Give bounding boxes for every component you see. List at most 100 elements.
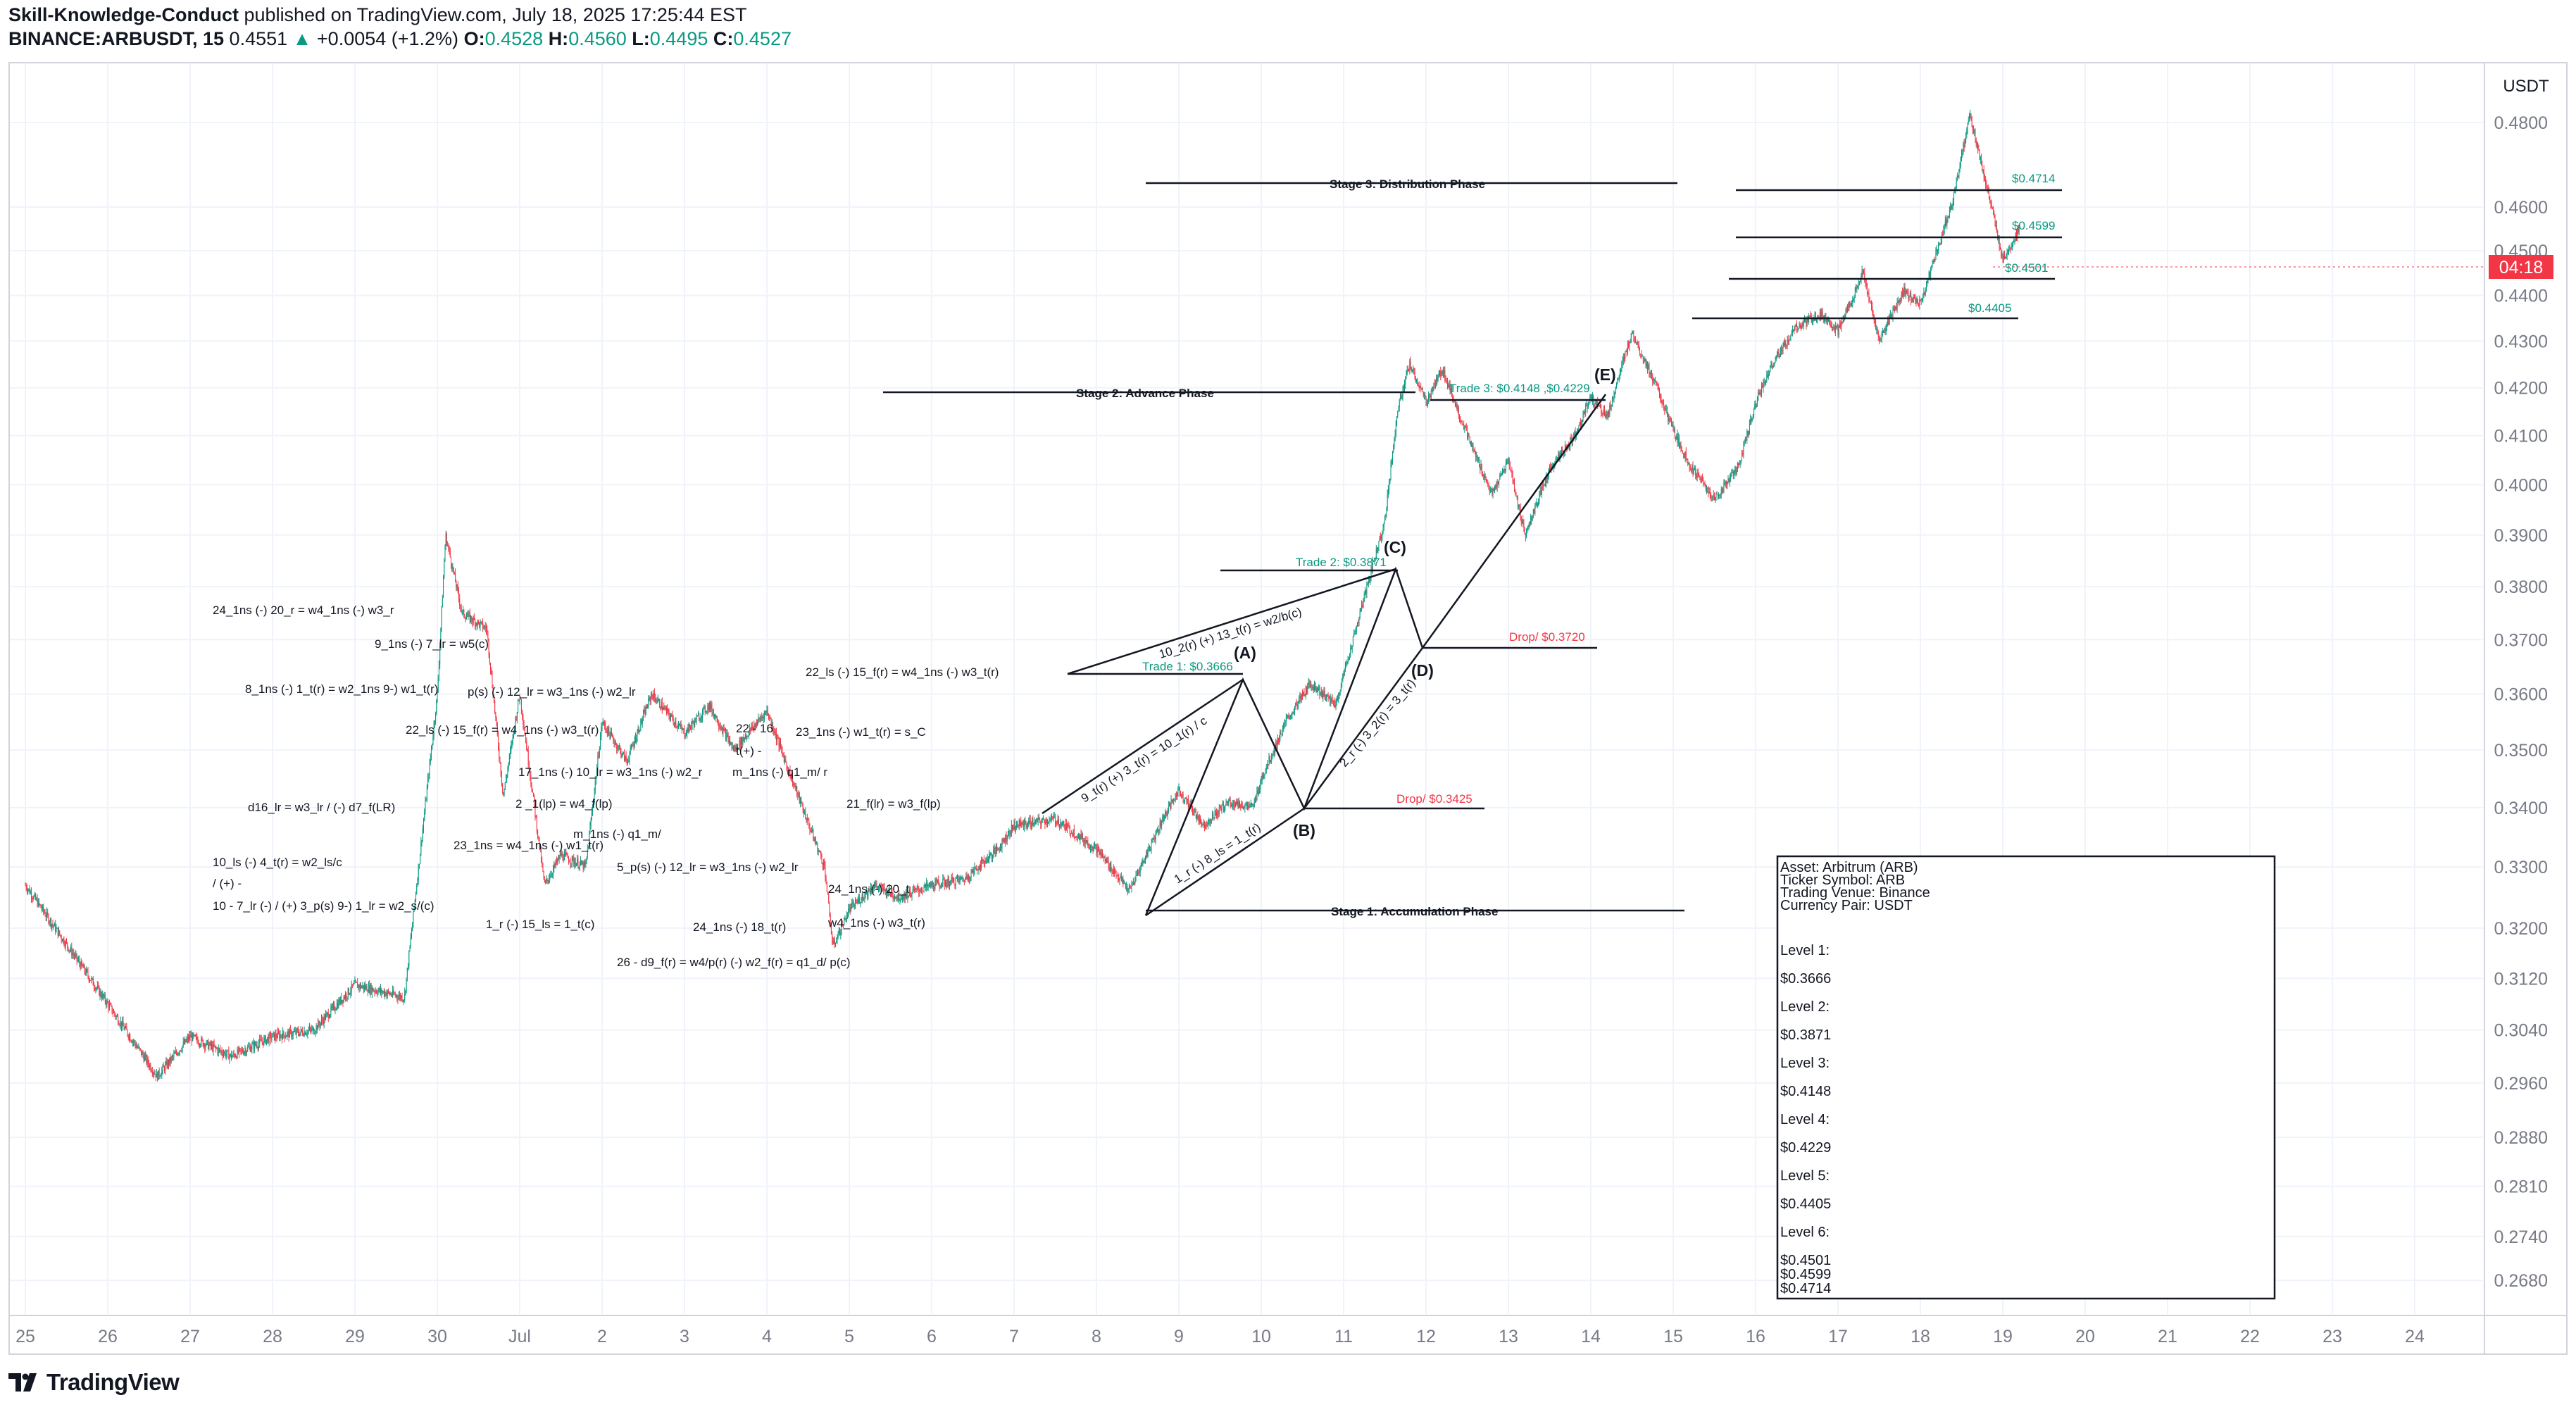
candle-body bbox=[502, 783, 504, 792]
candle-body bbox=[558, 856, 560, 859]
candle-body bbox=[2017, 229, 2018, 237]
candle-body bbox=[1142, 860, 1144, 865]
candle-body bbox=[1113, 868, 1114, 874]
wave-line-5[interactable] bbox=[1421, 394, 1607, 649]
low-label: L: bbox=[632, 28, 650, 49]
candle-body bbox=[1351, 646, 1353, 649]
candle-body bbox=[1287, 715, 1289, 718]
candle-body bbox=[809, 825, 811, 831]
candle-body bbox=[1628, 343, 1630, 347]
candle-body bbox=[1542, 486, 1544, 487]
candle-body bbox=[781, 746, 782, 749]
candle-body bbox=[338, 1000, 339, 1008]
candle-body bbox=[1634, 339, 1636, 343]
candle-body bbox=[1163, 815, 1165, 821]
candle-body bbox=[1798, 328, 1799, 330]
candle-body bbox=[561, 853, 563, 856]
candle-body bbox=[703, 707, 704, 711]
info-box[interactable]: Asset: Arbitrum (ARB) Ticker Symbol: ARB… bbox=[1776, 855, 2276, 1300]
wave-line-3[interactable] bbox=[1145, 807, 1305, 917]
candle-body bbox=[1856, 286, 1858, 289]
candle-body bbox=[525, 735, 527, 742]
candle-body bbox=[2003, 255, 2005, 258]
candle-body bbox=[648, 698, 649, 707]
candle-body bbox=[1205, 825, 1206, 829]
candle-body bbox=[627, 761, 629, 763]
candle-body bbox=[852, 901, 854, 903]
candle-body bbox=[1703, 482, 1705, 484]
candle-body bbox=[145, 1055, 146, 1056]
candle-body bbox=[1840, 323, 1842, 327]
candle-body bbox=[1326, 694, 1327, 701]
candle-body bbox=[347, 988, 349, 997]
candle-body bbox=[1163, 815, 1164, 821]
brand-name[interactable]: TradingView bbox=[46, 1369, 180, 1395]
wave-line-2[interactable] bbox=[1042, 678, 1244, 815]
candle-body bbox=[1813, 319, 1815, 321]
candle-body bbox=[1193, 812, 1194, 815]
candle-body bbox=[255, 1042, 256, 1046]
candle-body bbox=[232, 1053, 234, 1056]
candle-body bbox=[618, 746, 619, 749]
candle-body bbox=[1990, 202, 1992, 205]
candle-body bbox=[73, 953, 74, 955]
wave-line-4[interactable] bbox=[1303, 647, 1424, 809]
candle-body bbox=[606, 729, 607, 731]
candle-body bbox=[1175, 794, 1177, 798]
tradingview-logo-icon[interactable] bbox=[8, 1373, 39, 1392]
wave-line-1[interactable] bbox=[1067, 568, 1396, 675]
price-tick-label: 0.3300 bbox=[2494, 858, 2548, 877]
candle-body bbox=[211, 1044, 212, 1046]
candle-body bbox=[382, 992, 383, 993]
candle-body bbox=[421, 840, 423, 842]
candle-body bbox=[563, 853, 565, 861]
symbol-label[interactable]: BINANCE:ARBUSDT, 15 bbox=[8, 28, 225, 49]
candle-body bbox=[301, 1029, 302, 1032]
candle-body bbox=[430, 756, 431, 762]
candle-body bbox=[1587, 405, 1588, 409]
currency-label[interactable]: USDT bbox=[2503, 77, 2549, 96]
candle-body bbox=[1476, 455, 1477, 458]
candle-body bbox=[1291, 715, 1292, 716]
candle-body bbox=[673, 718, 674, 723]
note: m_1ns (-) q1_m/ r bbox=[732, 765, 827, 779]
candle-body bbox=[1501, 471, 1503, 475]
candles[interactable] bbox=[25, 109, 2020, 1082]
author-name[interactable]: Skill-Knowledge-Conduct bbox=[8, 4, 239, 25]
time-tick-label: 27 bbox=[180, 1327, 200, 1346]
drawings[interactable]: Stage 1: Accumulation Phase Stage 2: Adv… bbox=[213, 172, 2062, 969]
candle-body bbox=[1106, 858, 1108, 863]
candle-body bbox=[159, 1076, 161, 1077]
candle-body bbox=[732, 747, 734, 749]
candle-body bbox=[1024, 819, 1025, 828]
candle-body bbox=[1728, 479, 1730, 482]
candle-body bbox=[1597, 401, 1599, 404]
price-axis[interactable]: 0.48000.46000.45000.44000.43000.42000.41… bbox=[2494, 113, 2548, 1291]
candle-body bbox=[1754, 404, 1756, 410]
time-axis[interactable]: 25 26 27 28 29 30 Jul 2 3 4 5 6 7 8 9 10 11 12 13 14 15 16 17 1… bbox=[15, 1327, 2425, 1346]
candle-body bbox=[1715, 493, 1717, 498]
candle-body bbox=[596, 767, 598, 777]
candle-body bbox=[1153, 837, 1155, 839]
candle-body bbox=[677, 725, 679, 727]
time-tick-label: 26 bbox=[98, 1327, 118, 1346]
candle-body bbox=[58, 930, 60, 937]
countdown-badge-bg bbox=[2489, 255, 2553, 279]
candle-body bbox=[1627, 343, 1628, 353]
candle-body bbox=[765, 711, 767, 713]
candle-body bbox=[1523, 523, 1525, 530]
candle-body bbox=[1848, 306, 1849, 308]
candle-body bbox=[342, 999, 344, 1003]
candle-body bbox=[1634, 337, 1635, 340]
candle-body bbox=[551, 873, 553, 875]
candle-body bbox=[1504, 468, 1506, 471]
candle-body bbox=[1749, 423, 1750, 431]
chart-area[interactable] bbox=[8, 62, 2568, 1355]
candle-body bbox=[1169, 803, 1170, 806]
candle-body bbox=[684, 735, 686, 737]
candle-body bbox=[149, 1064, 151, 1068]
candle-body bbox=[496, 718, 497, 724]
candle-body bbox=[157, 1072, 158, 1080]
candle-body bbox=[789, 769, 791, 778]
